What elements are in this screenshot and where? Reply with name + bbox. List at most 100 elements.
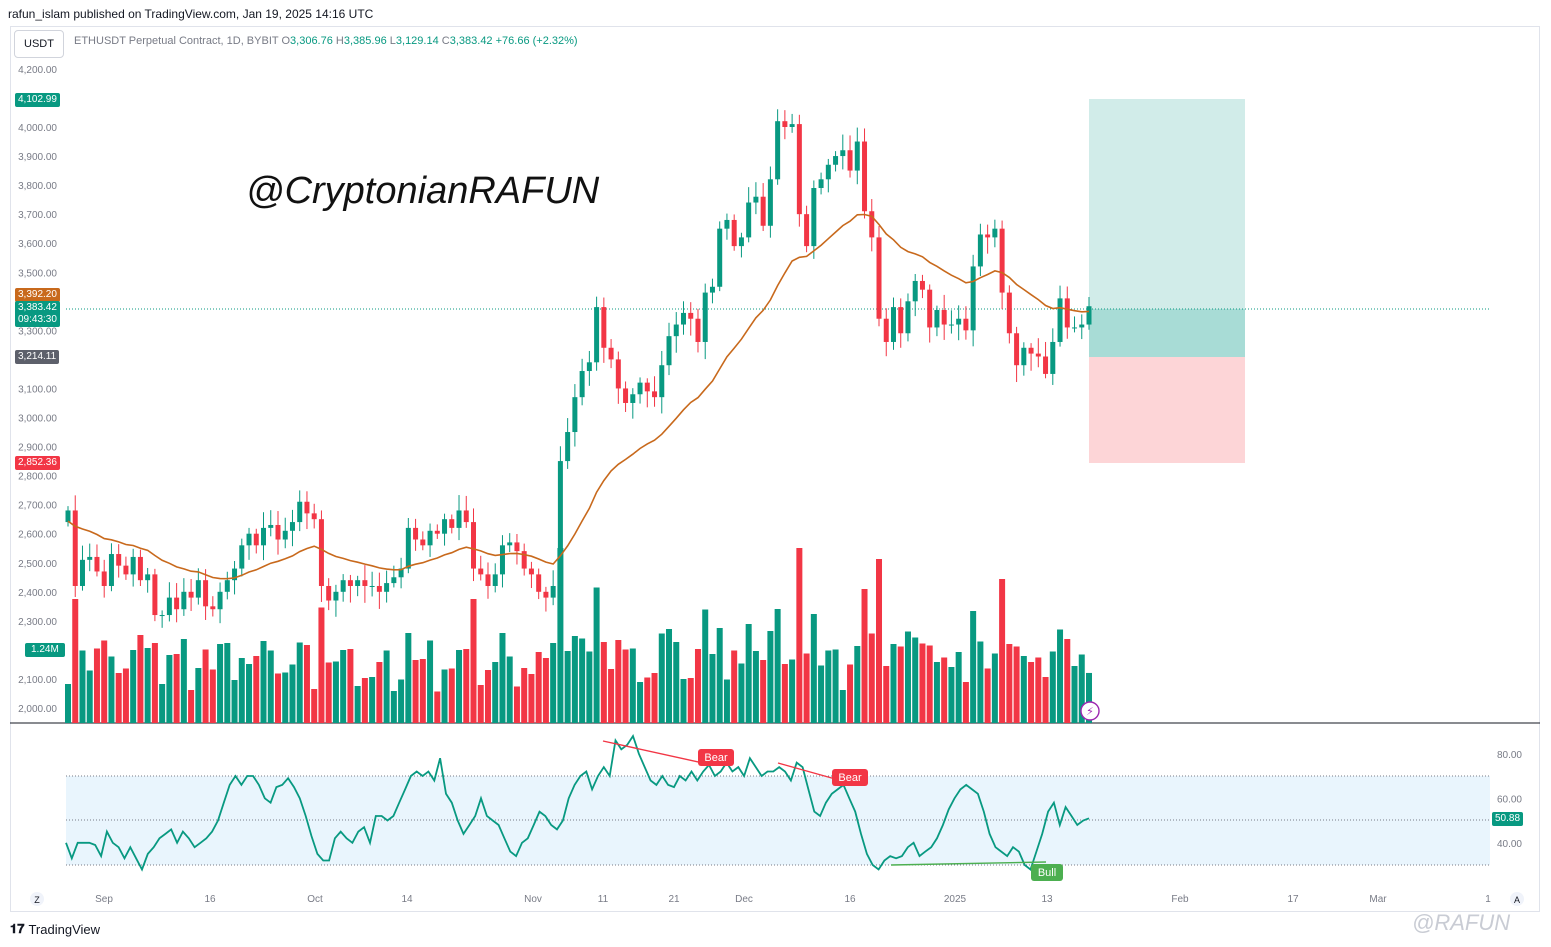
price-tick-label: 2,000.00 bbox=[18, 704, 57, 715]
volume-bar bbox=[868, 633, 875, 723]
candle-body bbox=[970, 266, 976, 331]
candle-body bbox=[405, 527, 411, 569]
volume-bar bbox=[390, 691, 397, 723]
volume-bar bbox=[839, 690, 846, 723]
candle-body bbox=[1035, 353, 1041, 357]
stop-zone[interactable] bbox=[1089, 357, 1245, 463]
currency-selector[interactable]: USDT bbox=[14, 30, 64, 58]
candle-body bbox=[652, 391, 658, 398]
volume-bar bbox=[912, 637, 919, 723]
candle-body bbox=[782, 121, 788, 127]
candle-body bbox=[811, 188, 817, 247]
open-label: O bbox=[281, 35, 291, 47]
rsi-value-tag: 50.88 bbox=[1492, 812, 1524, 826]
volume-bar bbox=[246, 664, 253, 723]
candle-body bbox=[695, 318, 701, 342]
candle-body bbox=[391, 577, 397, 584]
bear-divergence-1 bbox=[602, 740, 713, 766]
candle-body bbox=[941, 310, 947, 325]
time-tick-label: 16 bbox=[204, 894, 216, 905]
candle-body bbox=[760, 196, 766, 226]
volume-bar bbox=[796, 548, 803, 723]
candle-body bbox=[297, 501, 303, 523]
volume-bar bbox=[267, 650, 274, 723]
candle-body bbox=[948, 324, 954, 326]
ma-price-tag: 3,392.20 bbox=[15, 288, 60, 302]
candle-body bbox=[420, 539, 426, 546]
auto-scale-button[interactable] bbox=[1510, 892, 1524, 906]
price-tick-label: 2,400.00 bbox=[18, 588, 57, 599]
price-tick-label: 3,100.00 bbox=[18, 384, 57, 395]
candle-body bbox=[869, 211, 875, 238]
volume-bar bbox=[984, 668, 991, 723]
candle-body bbox=[137, 556, 143, 581]
candle-body bbox=[478, 568, 484, 575]
price-tick-label: 2,500.00 bbox=[18, 559, 57, 570]
candle-body bbox=[456, 510, 462, 528]
volume-bar bbox=[311, 689, 318, 723]
candle-body bbox=[355, 580, 361, 586]
candle-body bbox=[637, 382, 643, 395]
moving-average-line bbox=[67, 213, 1090, 580]
candle-body bbox=[340, 580, 346, 592]
candle-body bbox=[644, 382, 650, 392]
volume-bar bbox=[897, 646, 904, 723]
zoom-button[interactable] bbox=[30, 892, 44, 906]
candle-body bbox=[586, 362, 592, 372]
volume-bar bbox=[644, 677, 651, 723]
volume-bar bbox=[933, 662, 940, 723]
time-tick-label: 21 bbox=[668, 894, 680, 905]
candle-body bbox=[1050, 341, 1056, 374]
volume-bar bbox=[847, 664, 854, 723]
symbol-name: ETHUSDT Perpetual Contract, 1D, BYBIT bbox=[74, 35, 279, 47]
candle-body bbox=[514, 542, 520, 552]
volume-bar bbox=[731, 650, 738, 723]
volume-bar bbox=[238, 658, 245, 723]
close-value: 3,383.42 bbox=[449, 35, 493, 47]
candle-body bbox=[268, 524, 274, 528]
volume-bar bbox=[883, 666, 890, 723]
lightning-icon[interactable] bbox=[1080, 701, 1100, 721]
volume-bar bbox=[1078, 654, 1085, 723]
volume-bar bbox=[1064, 639, 1071, 723]
candle-body bbox=[608, 347, 614, 360]
candle-body bbox=[318, 519, 324, 586]
candle-body bbox=[239, 545, 245, 569]
candle-body bbox=[775, 121, 781, 180]
volume-bar bbox=[991, 653, 998, 723]
price-tick-label: 3,800.00 bbox=[18, 181, 57, 192]
candle-body bbox=[680, 312, 686, 325]
volume-bar bbox=[441, 669, 448, 723]
candle-body bbox=[492, 574, 498, 586]
volume-bar bbox=[738, 663, 745, 723]
time-tick-label: 16 bbox=[844, 894, 856, 905]
bull-label: Bull bbox=[1038, 867, 1056, 879]
candle-body bbox=[376, 585, 382, 592]
rsi-axis[interactable]: 80.00 60.00 40.00 bbox=[1497, 750, 1522, 850]
candle-body bbox=[499, 545, 505, 575]
time-axis[interactable]: Sep 16 Oct 14 Nov 11 21 Dec 16 2025 13 Feb 17 Mar 1 bbox=[95, 894, 1491, 905]
candle-body bbox=[927, 289, 933, 328]
volume-bar bbox=[608, 669, 615, 723]
volume-bar bbox=[354, 686, 361, 723]
candle-body bbox=[862, 141, 868, 212]
volume-bar bbox=[209, 669, 216, 723]
volume-bar bbox=[564, 651, 571, 723]
countdown-tag: 09:43:30 bbox=[15, 313, 60, 327]
candle-body bbox=[1086, 306, 1092, 325]
tradingview-logo[interactable]: 𝟏𝟕 TradingView bbox=[10, 921, 100, 937]
candle-body bbox=[369, 585, 375, 587]
volume-bar bbox=[919, 643, 926, 723]
price-axis[interactable]: 4,200.00 4,000.00 3,900.00 3,800.00 3,700.00… bbox=[18, 65, 57, 715]
volume-bar bbox=[977, 641, 984, 723]
candle-body bbox=[326, 585, 332, 601]
volume-bar bbox=[904, 631, 911, 723]
volume-bar bbox=[666, 629, 673, 723]
auto-scale-label: A bbox=[1514, 895, 1520, 905]
candle-body bbox=[876, 237, 882, 319]
volume-bar bbox=[1035, 657, 1042, 723]
volume-bar bbox=[716, 628, 723, 723]
volume-bar bbox=[926, 645, 933, 723]
candle-body bbox=[1006, 292, 1012, 334]
